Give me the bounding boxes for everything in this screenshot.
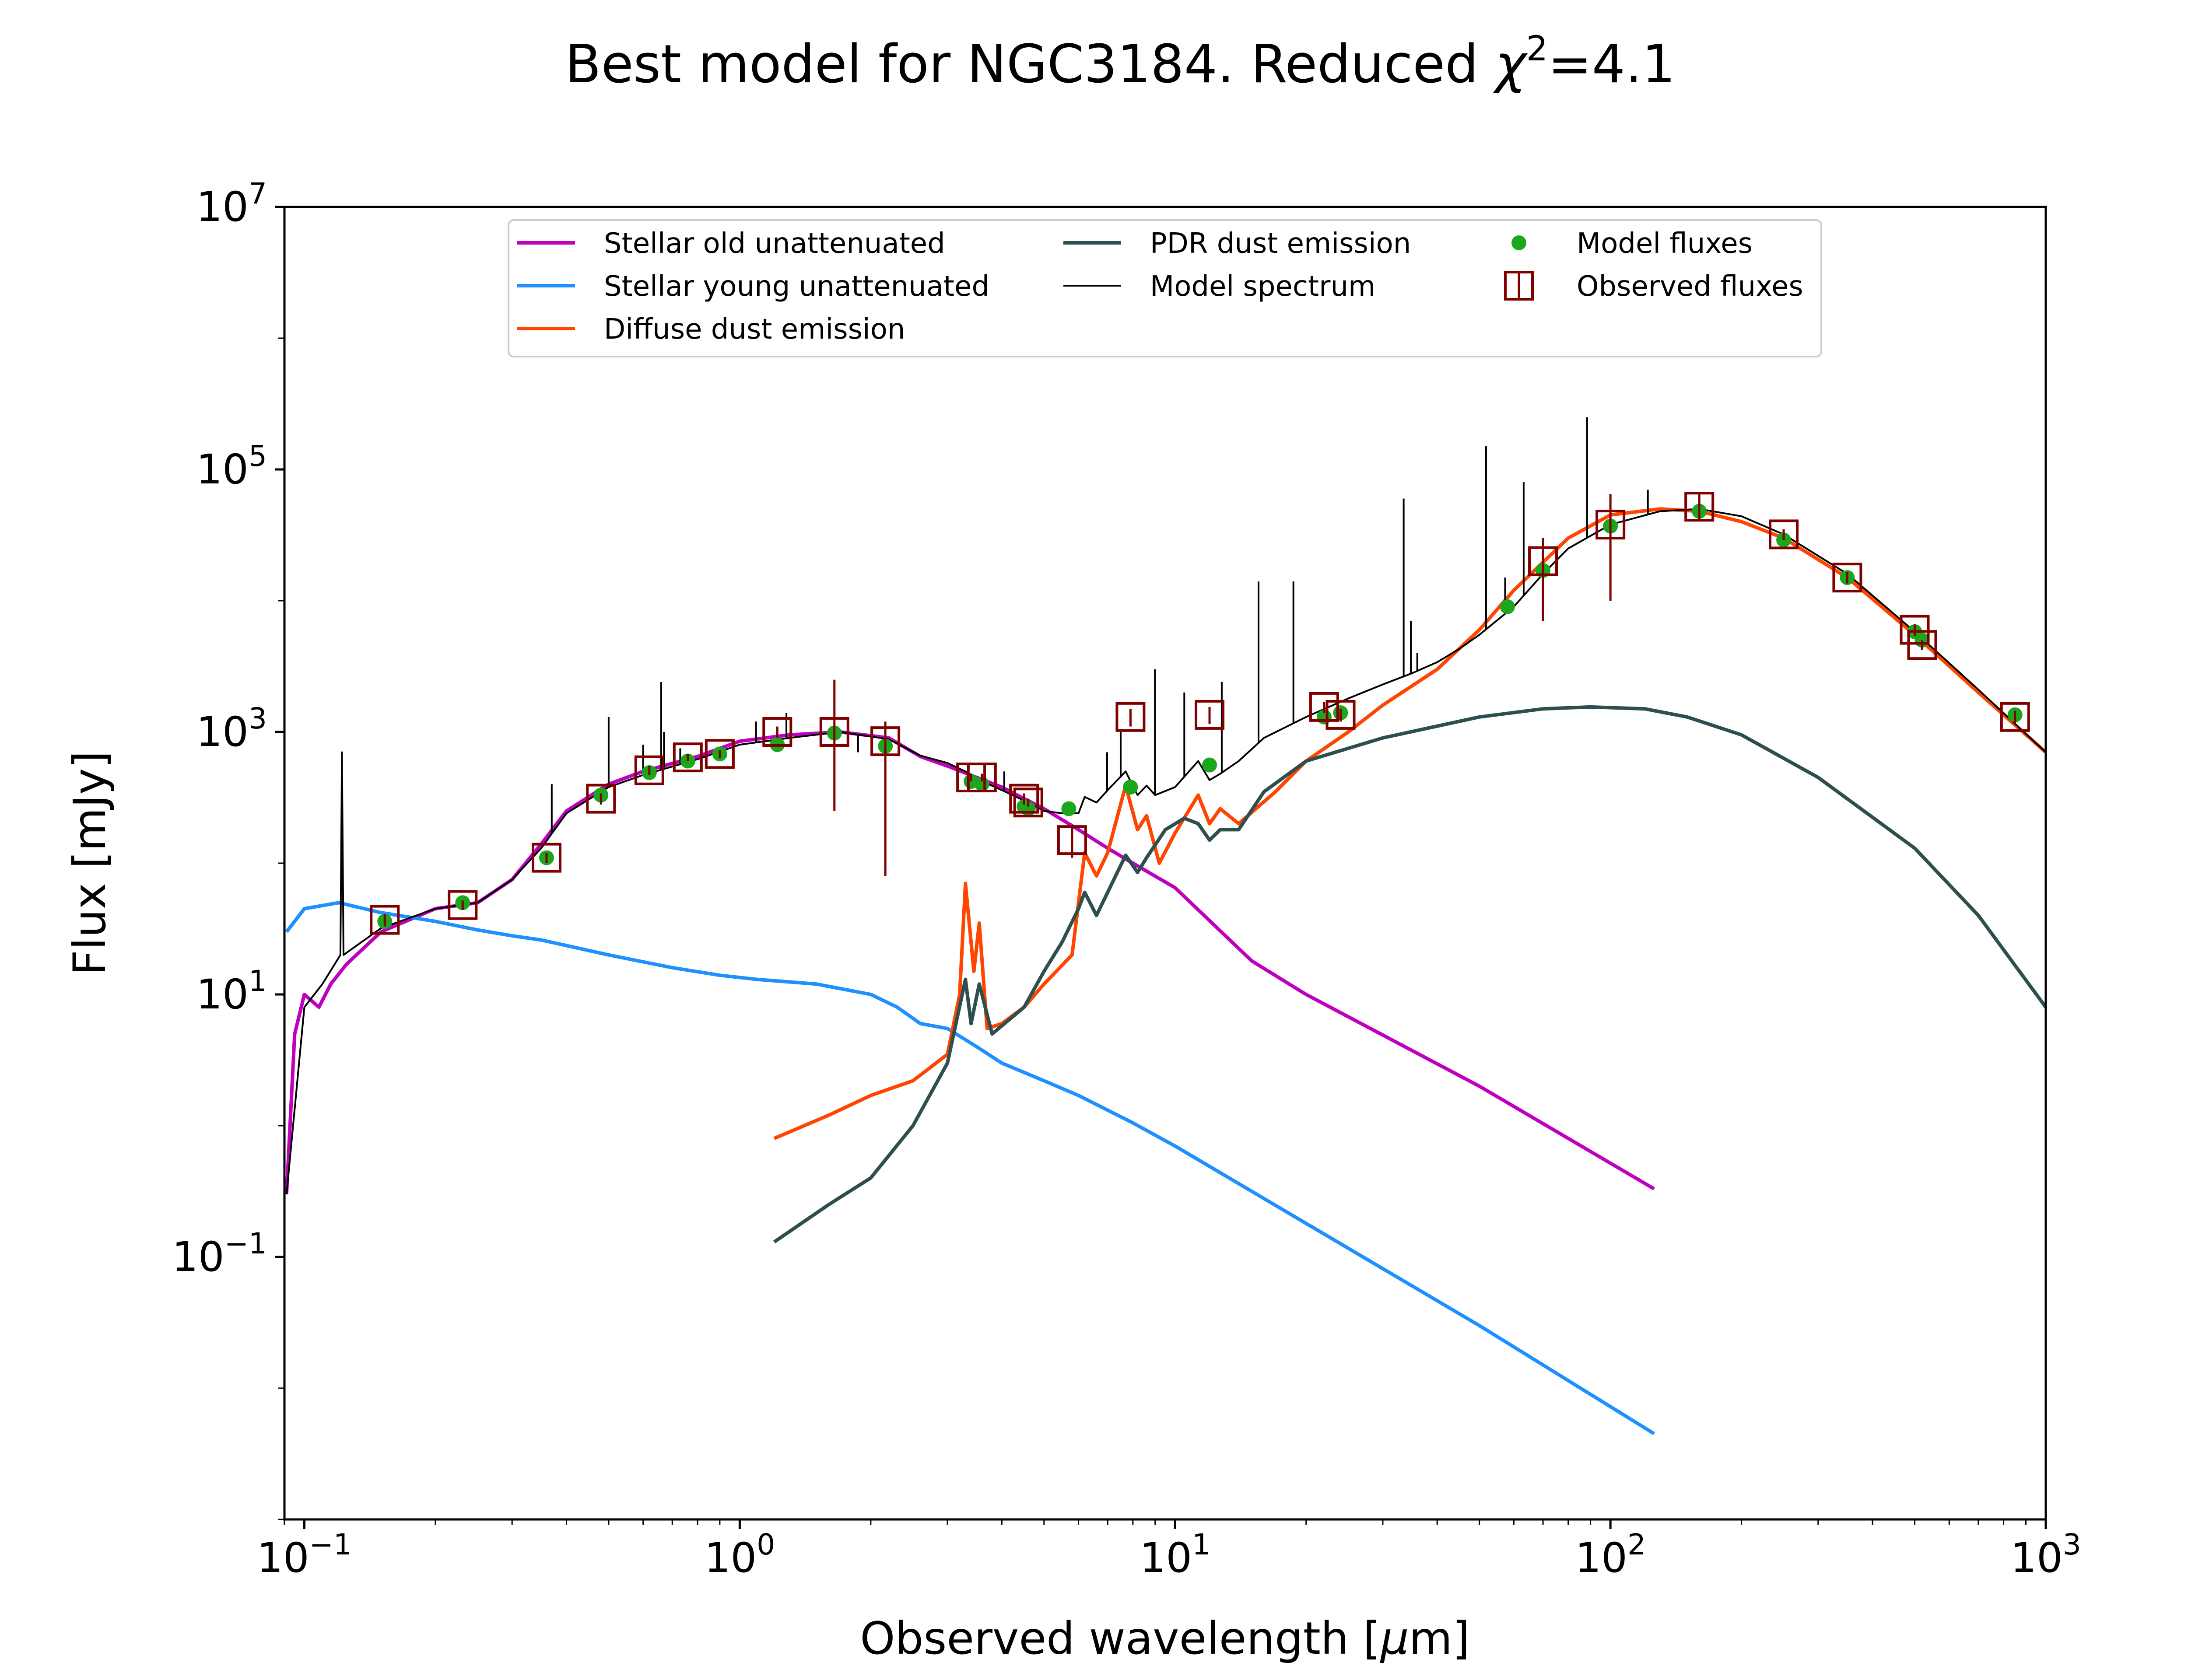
x-axis-label: Observed wavelength [μm]: [860, 1613, 1470, 1665]
observed-flux-point: [1009, 784, 1039, 814]
y-tick-label: 103: [196, 702, 267, 756]
observed-flux-point: [448, 890, 478, 920]
observed-flux-point: [1907, 630, 1937, 660]
x-tick-label: 100: [705, 1528, 775, 1582]
legend-label: Model fluxes: [1577, 228, 1753, 260]
y-tick-label: 101: [196, 964, 267, 1018]
model-flux-point: [1061, 801, 1076, 816]
legend-label: Stellar old unattenuated: [604, 228, 945, 260]
observed-flux-point: [2000, 702, 2030, 732]
x-tick-label: 101: [1140, 1528, 1210, 1582]
observed-flux-point: [586, 784, 616, 814]
y-tick-label: 10−1: [172, 1227, 267, 1281]
plot-points: [370, 492, 2030, 935]
observed-flux-point: [1528, 546, 1558, 576]
legend-box: [508, 219, 1822, 357]
observed-flux-point: [762, 717, 792, 747]
observed-flux-point: [819, 717, 849, 747]
observed-flux-point: [1115, 702, 1146, 732]
observed-flux-point: [967, 763, 997, 793]
model-flux-point: [1202, 757, 1217, 773]
pdr-dust-emission-line: [773, 705, 2046, 1244]
observed-flux-point: [1595, 510, 1626, 540]
diffuse-dust-emission-line: [773, 507, 2046, 1140]
observed-flux-point: [1309, 692, 1339, 722]
model-flux-point: [1123, 780, 1138, 795]
observed-flux-point: [1832, 563, 1862, 593]
x-tick-label: 102: [1575, 1528, 1646, 1582]
observed-flux-point: [634, 755, 664, 785]
observed-flux-point: [1013, 788, 1043, 818]
legend-label: Observed fluxes: [1577, 270, 1803, 303]
y-tick-label: 107: [196, 177, 267, 231]
axis-ticks: 10−1 100 101 102 103 10−1 101 103 105 107: [172, 177, 2081, 1582]
legend-label: Stellar young unattenuated: [604, 270, 989, 303]
observed-flux-point: [870, 726, 901, 756]
observed-flux-point: [1769, 519, 1799, 550]
observed-flux-point: [1684, 492, 1715, 522]
legend-label: PDR dust emission: [1150, 228, 1411, 260]
x-tick-label: 10−1: [257, 1528, 352, 1582]
observed-flux-point: [1325, 700, 1356, 730]
model-flux-point: [1500, 599, 1515, 614]
legend-label: Diffuse dust emission: [604, 313, 905, 346]
y-axis-label: Flux [mJy]: [64, 751, 116, 976]
observed-flux-point: [673, 742, 703, 773]
observed-flux-point: [1195, 700, 1225, 730]
plot-series: [284, 417, 2046, 1435]
observed-flux-point: [705, 739, 735, 769]
chart-title: Best model for NGC3184. Reduced χ2=4.1: [565, 29, 1675, 95]
observed-flux-point: [1900, 615, 1930, 645]
observed-flux-point: [531, 843, 561, 873]
legend-swatch: [1511, 235, 1526, 250]
observed-flux-point: [1057, 825, 1087, 855]
legend-label: Model spectrum: [1150, 270, 1375, 303]
y-tick-label: 105: [196, 439, 267, 494]
x-tick-label: 103: [2010, 1528, 2081, 1582]
stellar-young-unattenuated-line: [285, 901, 1655, 1435]
observed-flux-point: [370, 905, 400, 935]
legend: Stellar old unattenuated Stellar young un…: [508, 219, 1822, 357]
